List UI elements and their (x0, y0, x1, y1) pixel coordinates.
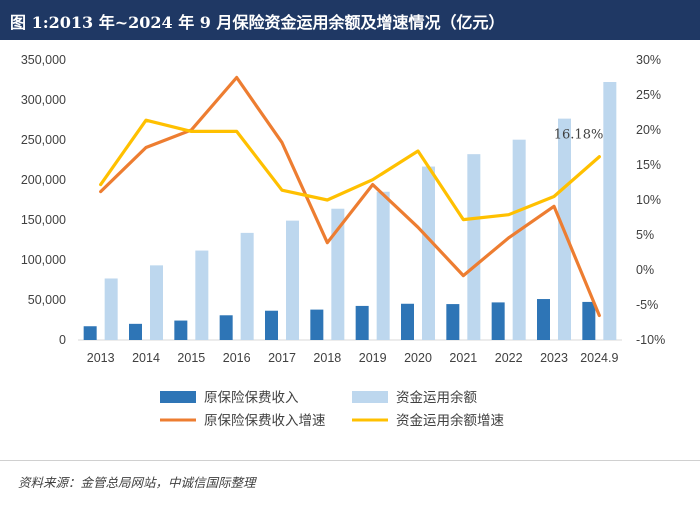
legend-label: 资金运用余额增速 (396, 412, 504, 429)
bar-premium (355, 305, 369, 340)
y-right-tick-label: -5% (636, 298, 658, 312)
y-right-tick-label: 30% (636, 53, 661, 67)
bar-fund-balance (422, 166, 435, 340)
bar-premium (129, 323, 142, 340)
y-right-tick-label: 10% (636, 193, 661, 207)
bar-fund-balance (240, 232, 254, 340)
bar-premium (491, 302, 505, 340)
legend-label: 原保险保费收入 (204, 390, 299, 406)
bar-fund-balance (331, 208, 345, 340)
y-left-tick-label: 300,000 (21, 93, 66, 107)
source-note: 资料来源：金管总局网站，中诚信国际整理 (18, 475, 256, 490)
x-tick-label: 2023 (540, 351, 568, 365)
plot-area: 0 50,000 100,000 150,000 200,000 250,000 300,0… (21, 53, 665, 365)
y-right-tick-label: 25% (636, 88, 661, 102)
y-right-tick-label: 15% (636, 158, 661, 172)
y-left-tick-label: 350,000 (21, 53, 66, 67)
x-tick-label: 2013 (87, 351, 115, 365)
bar-fund-balance (104, 278, 118, 340)
bar-fund-balance (603, 82, 617, 340)
source-divider (0, 460, 700, 461)
bar-premium (582, 301, 596, 340)
bar-fund-balance (467, 154, 481, 340)
y-left-tick-label: 150,000 (21, 213, 66, 227)
y-left-tick-label: 0 (59, 333, 66, 347)
y-right-tick-label: -10% (636, 333, 665, 347)
legend-swatch (352, 391, 388, 403)
bar-fund-balance (376, 191, 390, 340)
y-left-tick-label: 50,000 (28, 293, 66, 307)
line-premium-growth (99, 75, 601, 318)
y-left-tick-label: 250,000 (21, 133, 66, 147)
y-right-tick-label: 0% (636, 263, 654, 277)
x-tick-label: 2017 (268, 351, 296, 365)
y-right-tick-label: 20% (636, 123, 661, 137)
bar-fund-balance (195, 250, 209, 340)
x-tick-label: 2016 (223, 351, 251, 365)
bar-premium (310, 309, 324, 340)
bar-fund-balance (150, 265, 163, 340)
line-fund-growth (99, 118, 601, 222)
chart-title: 图 1:2013 年~2024 年 9 月保险资金运用余额及增速情况（亿元） (10, 13, 505, 32)
chart-area: 0 50,000 100,000 150,000 200,000 250,000 300,0… (21, 53, 665, 429)
x-tick-label: 2021 (449, 351, 477, 365)
x-tick-label: 2014 (132, 351, 160, 365)
y-right-tick-label: 5% (636, 228, 654, 242)
x-tick-label: 2024.9 (580, 351, 618, 365)
bar-premium (537, 299, 550, 340)
legend-label: 资金运用余额 (396, 389, 477, 406)
bar-premium (265, 310, 278, 340)
bar-premium (401, 303, 414, 340)
bar-premium (219, 315, 233, 340)
x-tick-label: 2020 (404, 351, 432, 365)
x-tick-label: 2022 (495, 351, 523, 365)
bar-premium (446, 304, 460, 340)
bar-premium (174, 320, 188, 340)
x-tick-label: 2015 (177, 351, 205, 365)
bar-fund-balance (512, 139, 526, 340)
y-left-tick-label: 200,000 (21, 173, 66, 187)
y-left-tick-label: 100,000 (21, 253, 66, 267)
x-tick-label: 2019 (359, 351, 387, 365)
bar-fund-balance (286, 220, 299, 340)
chart-title-bar: 图 1:2013 年~2024 年 9 月保险资金运用余额及增速情况（亿元） (0, 0, 700, 40)
x-tick-label: 2018 (313, 351, 341, 365)
bar-premium (83, 326, 97, 340)
legend-swatch (160, 391, 196, 403)
data-label: 16.18% (554, 128, 604, 143)
legend-label: 原保险保费收入增速 (204, 413, 326, 429)
